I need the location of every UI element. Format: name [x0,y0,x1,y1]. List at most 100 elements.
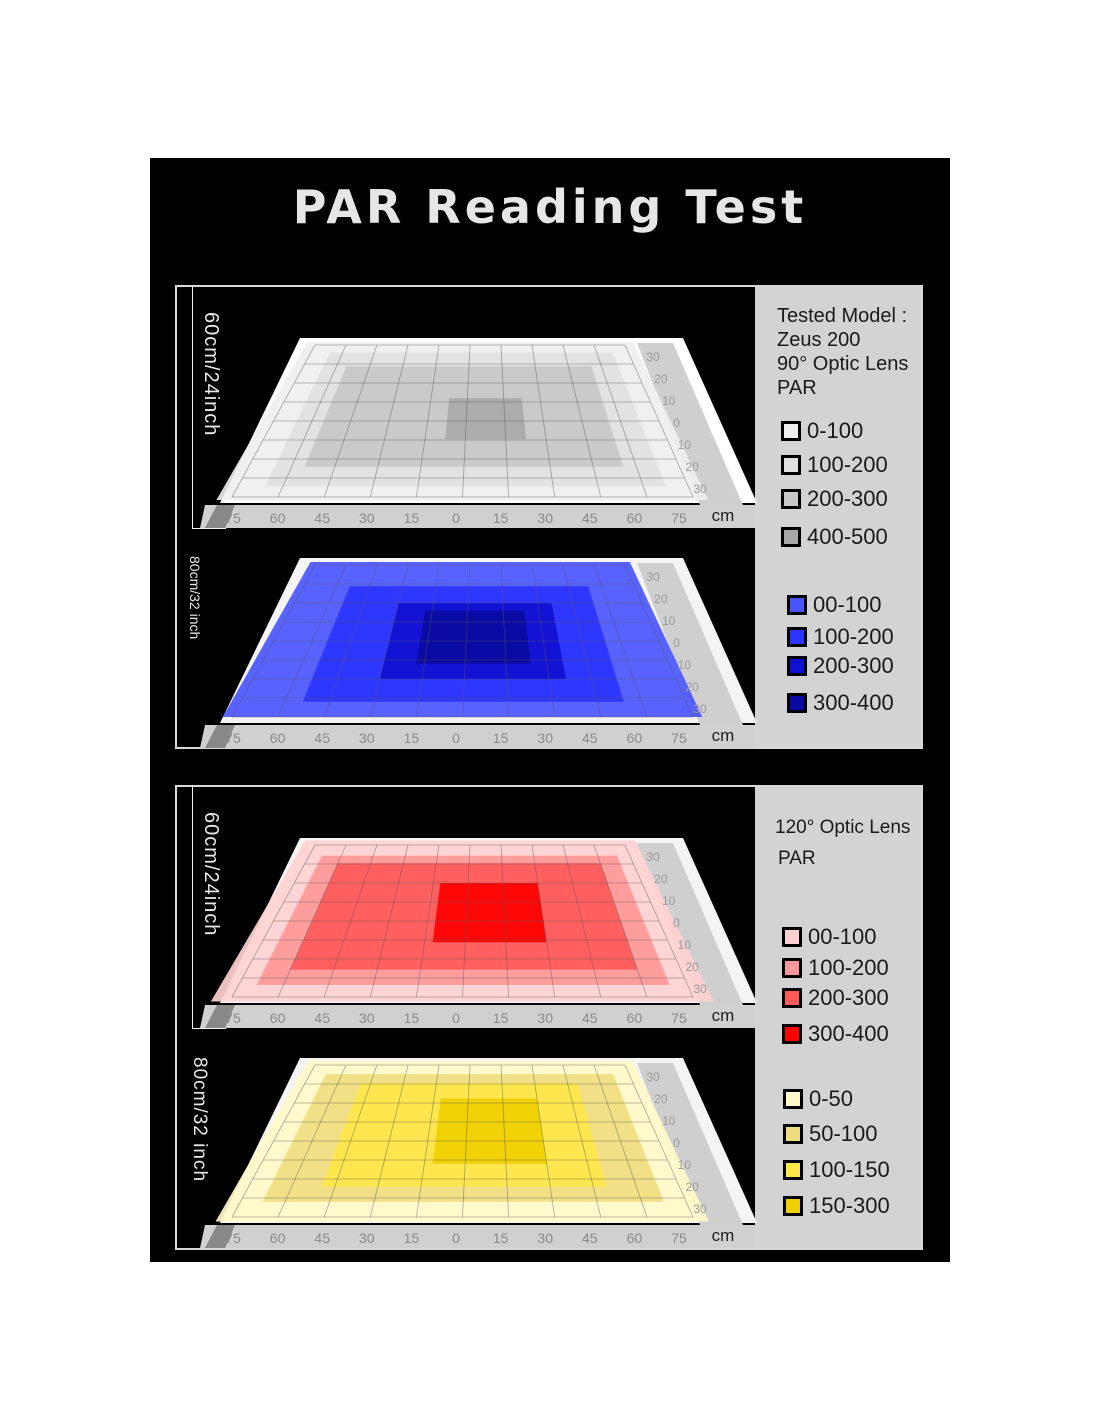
x-tick-label: 60 [627,730,643,746]
legend-item: 300-400 [782,1021,889,1047]
y-tick-label: 20 [685,1180,699,1194]
x-tick-label: 75 [225,1010,241,1026]
info-line: Tested Model : [777,305,908,327]
legend-item: 0-100 [781,418,863,444]
y-tick-label: 10 [662,1114,676,1128]
y-tick-label: 0 [673,1136,680,1150]
info-line: PAR [777,377,817,399]
x-tick-label: 60 [270,510,286,526]
x-tick-label: 60 [270,1230,286,1246]
par-zone-400-500 [445,398,526,440]
y-tick-label: 20 [654,592,668,606]
y-tick-label: 10 [678,938,692,952]
legend-swatch [787,595,807,615]
par-map-plate: 75 60 45 30 15 0 15 30 45 60 75 cm 30 20 10 0 10 20 30 [200,338,757,528]
x-tick-label: 0 [452,1010,460,1026]
legend-label: 100-200 [807,452,888,477]
x-tick-label: 0 [452,1230,460,1246]
y-axis-strip [637,843,743,1005]
legend-label: 300-400 [813,690,894,715]
y-axis-strip [637,563,743,725]
x-tick-label: 60 [627,1010,643,1026]
info-line: 90° Optic Lens [777,353,909,375]
y-tick-label: 30 [693,482,707,496]
x-tick-label: 75 [671,510,687,526]
par-map-plate: 75 60 45 30 15 0 15 30 45 60 75 cm 30 20 10 0 10 20 30 [200,1058,757,1248]
unit-label: cm [712,1226,735,1245]
y-tick-label: 30 [693,702,707,716]
x-tick-label: 30 [359,1010,375,1026]
x-axis-strip [200,725,755,748]
y-tick-label: 30 [646,350,660,364]
unit-label: cm [712,1006,735,1025]
height-bracket [192,785,226,1029]
y-tick-label: 20 [685,460,699,474]
legend-item: 100-200 [782,955,889,981]
x-tick-label: 45 [582,1010,598,1026]
x-tick-label: 30 [537,1230,553,1246]
y-axis-strip [637,1063,743,1225]
x-tick-label: 60 [270,1010,286,1026]
axis-corner [205,725,235,748]
x-tick-label: 45 [314,510,330,526]
legend-swatch [783,1160,803,1180]
axis-corner [205,1225,235,1248]
axis-corner [205,1005,235,1028]
legend-panel [755,287,921,747]
y-tick-label: 30 [693,982,707,996]
x-tick-label: 45 [314,1230,330,1246]
info-line: Zeus 200 [777,329,861,351]
y-tick-label: 20 [685,680,699,694]
y-tick-label: 20 [685,960,699,974]
legend-swatch [781,527,801,547]
legend-label: 00-100 [813,592,882,617]
y-tick-label: 30 [693,1202,707,1216]
x-tick-label: 30 [537,1010,553,1026]
legend-swatch [781,455,801,475]
x-tick-label: 0 [452,510,460,526]
legend-label: 150-300 [809,1193,890,1218]
x-tick-label: 75 [225,1230,241,1246]
x-tick-label: 75 [225,730,241,746]
legend-item: 00-100 [782,924,877,950]
legend-label: 100-200 [813,624,894,649]
x-tick-label: 15 [493,510,509,526]
legend-panel [755,787,921,1248]
y-tick-label: 10 [662,394,676,408]
legend-swatch [781,421,801,441]
unit-label: cm [712,506,735,525]
x-axis-strip [200,505,755,528]
y-tick-label: 0 [673,416,680,430]
x-axis-strip [200,1225,755,1248]
x-tick-label: 45 [582,510,598,526]
x-tick-label: 60 [627,510,643,526]
info-line: PAR [778,848,816,869]
legend-item: 100-200 [781,452,888,478]
legend-item: 200-300 [782,985,889,1011]
legend-item: 150-300 [783,1193,890,1219]
axis-corner [205,505,235,528]
unit-label: cm [712,726,735,745]
y-tick-label: 10 [678,438,692,452]
y-tick-label: 10 [678,658,692,672]
height-bracket [192,285,226,529]
page-title: PAR Reading Test [292,180,808,234]
x-tick-label: 30 [537,730,553,746]
x-tick-label: 15 [493,1010,509,1026]
y-tick-label: 20 [654,1092,668,1106]
x-tick-label: 15 [404,510,420,526]
legend-label: 100-200 [808,955,889,980]
x-tick-label: 75 [225,510,241,526]
legend-label: 200-300 [807,486,888,511]
par-zone-300-400 [432,883,547,943]
legend-swatch [783,1124,803,1144]
legend-item: 400-500 [781,524,888,550]
x-tick-label: 30 [359,730,375,746]
par-map-plate: 75 60 45 30 15 0 15 30 45 60 75 cm 30 20 10 0 10 20 30 [200,558,757,748]
x-tick-label: 15 [493,1230,509,1246]
x-tick-label: 30 [537,510,553,526]
x-tick-label: 75 [671,1230,687,1246]
legend-label: 00-100 [808,924,877,949]
legend-swatch [781,489,801,509]
par-map-plate: 75 60 45 30 15 0 15 30 45 60 75 cm 30 20 10 0 10 20 30 [200,838,757,1028]
